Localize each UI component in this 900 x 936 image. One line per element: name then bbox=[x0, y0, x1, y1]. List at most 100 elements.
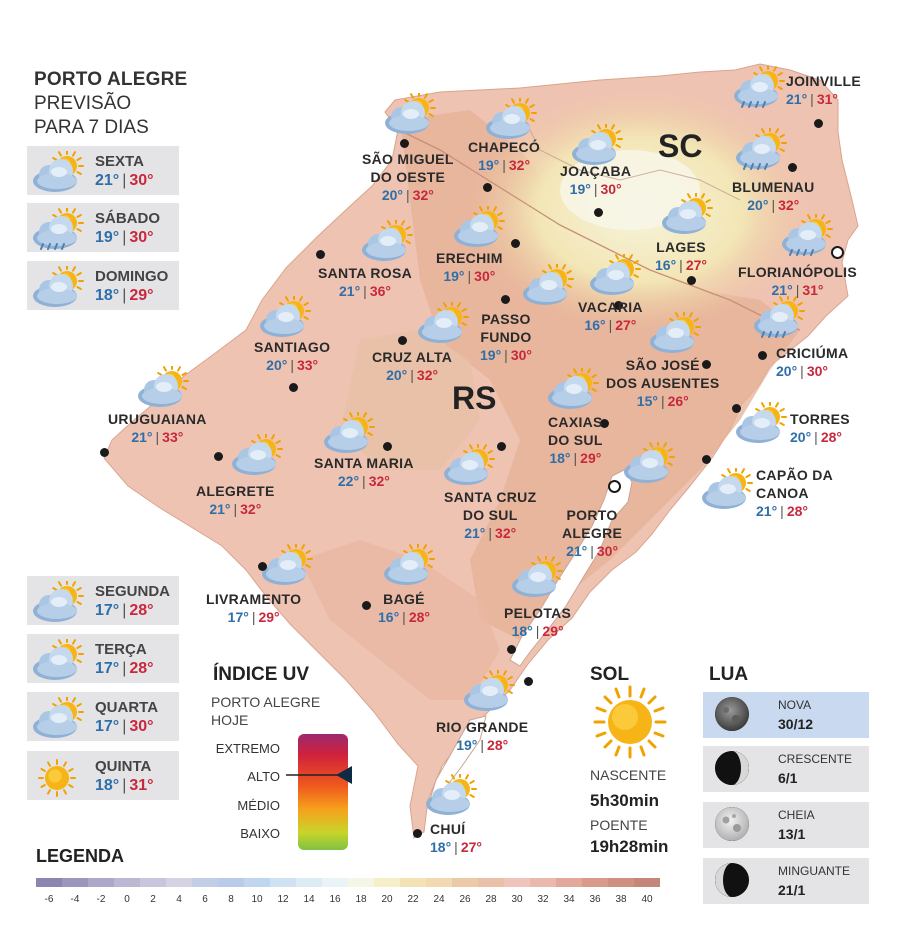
region-label-rs: RS bbox=[452, 380, 497, 416]
city-name-line1: LIVRAMENTO bbox=[206, 591, 302, 607]
partly-cloudy-icon bbox=[383, 91, 439, 135]
legend-tick-label: -6 bbox=[44, 894, 54, 905]
city-marker-torres bbox=[732, 404, 741, 413]
city-label-santa-maria: SANTA MARIA 22° | 32° bbox=[314, 454, 414, 490]
legend-tick-label: -4 bbox=[70, 894, 80, 905]
legend-tick-label: 20 bbox=[381, 894, 393, 905]
city-min-temp: 22° bbox=[337, 473, 360, 489]
sunrise-label: NASCENTE bbox=[590, 767, 667, 783]
legend-tick-label: 4 bbox=[176, 894, 182, 905]
partly-cloudy-icon bbox=[452, 204, 508, 248]
partly-cloudy-icon bbox=[31, 695, 87, 739]
city-name-line2: CANOA bbox=[756, 485, 809, 501]
city-marker-joacaba bbox=[594, 208, 603, 217]
legend-color-cell bbox=[556, 878, 582, 887]
moon-phase-date: 6/1 bbox=[778, 770, 798, 786]
city-min-temp: 20° bbox=[266, 357, 288, 373]
city-min-temp: 18° bbox=[511, 623, 533, 639]
city-max-temp: 28° bbox=[408, 609, 430, 625]
legend-title: LEGENDA bbox=[36, 846, 125, 866]
legend-color-cell bbox=[374, 878, 400, 887]
city-max-temp: 29° bbox=[542, 623, 564, 639]
city-name-line1: CRICIÚMA bbox=[776, 345, 849, 361]
city-label-chapeco: CHAPECÓ 19° | 32° bbox=[468, 138, 540, 174]
city-max-temp: 32° bbox=[412, 187, 434, 203]
day-name: SEXTA bbox=[95, 153, 144, 170]
legend-color-cell bbox=[478, 878, 504, 887]
city-marker-erechim bbox=[511, 239, 520, 248]
city-max-temp: 32° bbox=[368, 473, 390, 489]
city-temps: 16° | 27° bbox=[655, 257, 707, 273]
city-name-line1: VACARIA bbox=[578, 299, 643, 315]
city-max-temp: 31° bbox=[816, 91, 838, 107]
day-min-temp: 17° bbox=[95, 602, 120, 619]
legend-tick-label: 30 bbox=[511, 894, 523, 905]
city-temps: 21° | 33° bbox=[131, 429, 184, 445]
city-max-temp: 29° bbox=[258, 609, 280, 625]
city-min-temp: 21° bbox=[464, 525, 486, 541]
city-name-line1: SANTA CRUZ bbox=[444, 489, 537, 505]
city-min-temp: 18° bbox=[549, 450, 571, 466]
moon-phase-icon bbox=[715, 751, 749, 785]
lagoon-shape bbox=[509, 469, 633, 667]
city-min-temp: 20° bbox=[381, 187, 404, 203]
city-min-temp: 19° bbox=[569, 181, 591, 197]
legend-color-cell bbox=[530, 878, 556, 887]
city-label-joacaba: JOAÇABA 19° | 30° bbox=[560, 162, 631, 198]
legend-color-cell bbox=[114, 878, 140, 887]
legend-color-cell bbox=[218, 878, 244, 887]
uv-level-medio: MÉDIO bbox=[237, 798, 280, 813]
city-marker-chui bbox=[413, 829, 422, 838]
day-forecast-4: SEGUNDA 17° | 28° bbox=[27, 576, 179, 625]
region-label-sc: SC bbox=[658, 128, 703, 164]
city-max-temp: 27° bbox=[460, 839, 482, 855]
city-name-line1: SÃO MIGUEL bbox=[362, 151, 454, 167]
city-temps: 21° | 31° bbox=[786, 91, 838, 107]
partly-cloudy-icon bbox=[570, 122, 626, 166]
city-label-blumenau: BLUMENAU 20° | 32° bbox=[732, 178, 815, 214]
day-max-temp: 30° bbox=[129, 172, 154, 189]
city-max-temp: 30° bbox=[600, 181, 622, 197]
legend-color-cell bbox=[608, 878, 634, 887]
city-label-chui: CHUÍ 18° | 27° bbox=[430, 820, 482, 856]
city-temps: 21° | 32° bbox=[464, 525, 517, 541]
moon-phase-1: NOVA 30/12 bbox=[703, 692, 869, 738]
city-label-porto-alegre: PORTO ALEGRE 21° | 30° bbox=[562, 506, 622, 560]
partly-cloudy-icon bbox=[31, 264, 87, 308]
city-marker-alegrete bbox=[214, 452, 223, 461]
partly-cloudy-icon bbox=[424, 772, 480, 816]
river-line bbox=[519, 109, 741, 201]
partly-cloudy-icon bbox=[734, 400, 790, 444]
legend-tick-label: -2 bbox=[96, 894, 106, 905]
city-marker-santa-maria bbox=[383, 442, 392, 451]
city-marker-blumenau bbox=[788, 163, 797, 172]
moon-phase-name: NOVA bbox=[778, 698, 812, 712]
legend-color-cell bbox=[452, 878, 478, 887]
partly-cloudy-icon bbox=[230, 432, 286, 476]
city-min-temp: 21° bbox=[339, 283, 361, 299]
city-marker-cruz-alta bbox=[398, 336, 407, 345]
city-label-livramento: LIVRAMENTO 17° | 29° bbox=[206, 590, 301, 626]
legend-color-cell bbox=[36, 878, 62, 887]
city-temps: 19° | 30° bbox=[480, 347, 532, 363]
city-name-line2: FUNDO bbox=[480, 329, 532, 345]
city-name-line2: DO SUL bbox=[462, 507, 518, 523]
city-temps: 20° | 28° bbox=[790, 429, 842, 445]
city-marker-chapeco bbox=[483, 183, 492, 192]
city-min-temp: 20° bbox=[776, 363, 798, 379]
city-max-temp: 30° bbox=[474, 268, 496, 284]
sun-cloud-rain-icon bbox=[734, 126, 790, 170]
city-min-temp: 16° bbox=[378, 609, 400, 625]
city-label-sao-jose-dos-ausentes: SÃO JOSÉ DOS AUSENTES 15° | 26° bbox=[606, 356, 720, 410]
city-temps: 19° | 30° bbox=[569, 181, 622, 197]
city-temps: 22° | 32° bbox=[337, 473, 390, 489]
city-temps: 18° | 27° bbox=[430, 839, 482, 855]
city-marker-uruguaiana bbox=[100, 448, 109, 457]
legend-color-cell bbox=[62, 878, 88, 887]
legend-tick-label: 6 bbox=[202, 894, 208, 905]
moon-phase-icon bbox=[715, 863, 749, 897]
city-label-santiago: SANTIAGO 20° | 33° bbox=[254, 338, 330, 374]
legend-color-cell bbox=[244, 878, 270, 887]
city-name-line1: CAXIAS bbox=[548, 414, 603, 430]
city-name-line1: SANTA ROSA bbox=[318, 265, 412, 281]
